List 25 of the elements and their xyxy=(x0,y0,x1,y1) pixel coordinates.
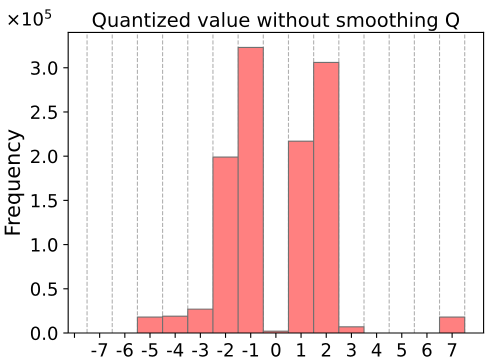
x-tick-label: -2 xyxy=(217,343,233,356)
text: ×10$^{5}$ xyxy=(8,9,52,26)
y-axis-title: Frequency xyxy=(4,130,24,234)
y-tick-label: 2.5 xyxy=(31,105,57,120)
chart-title: Quantized value without smoothing Q xyxy=(92,12,460,31)
x-tick-label: 3 xyxy=(347,343,356,357)
y-tick-label: 3.0 xyxy=(31,61,58,75)
x-tick-label: -5 xyxy=(142,343,158,357)
y-tick-label: 1.0 xyxy=(32,238,58,252)
x-tick-label: -7 xyxy=(92,343,108,356)
y-tick-label: 2.0 xyxy=(31,150,58,164)
x-tick-label: -4 xyxy=(167,343,184,356)
x-tick-label: 1 xyxy=(297,343,306,356)
x-tick-label: -3 xyxy=(192,343,208,357)
y-tick-label: 0.0 xyxy=(30,326,58,340)
y-tick-label: 1.5 xyxy=(32,194,57,208)
x-tick-label: 0 xyxy=(271,343,280,357)
x-tick-label: 6 xyxy=(422,343,432,357)
x-tick-label: 7 xyxy=(448,343,456,356)
y-tick-label: 0.5 xyxy=(30,282,57,296)
x-tick-label: 2 xyxy=(322,343,330,356)
x-tick-label: -1 xyxy=(242,343,258,356)
x-tick-label: -6 xyxy=(116,343,133,357)
x-tick-label: 4 xyxy=(372,343,382,356)
x-tick-label: 5 xyxy=(397,343,406,357)
